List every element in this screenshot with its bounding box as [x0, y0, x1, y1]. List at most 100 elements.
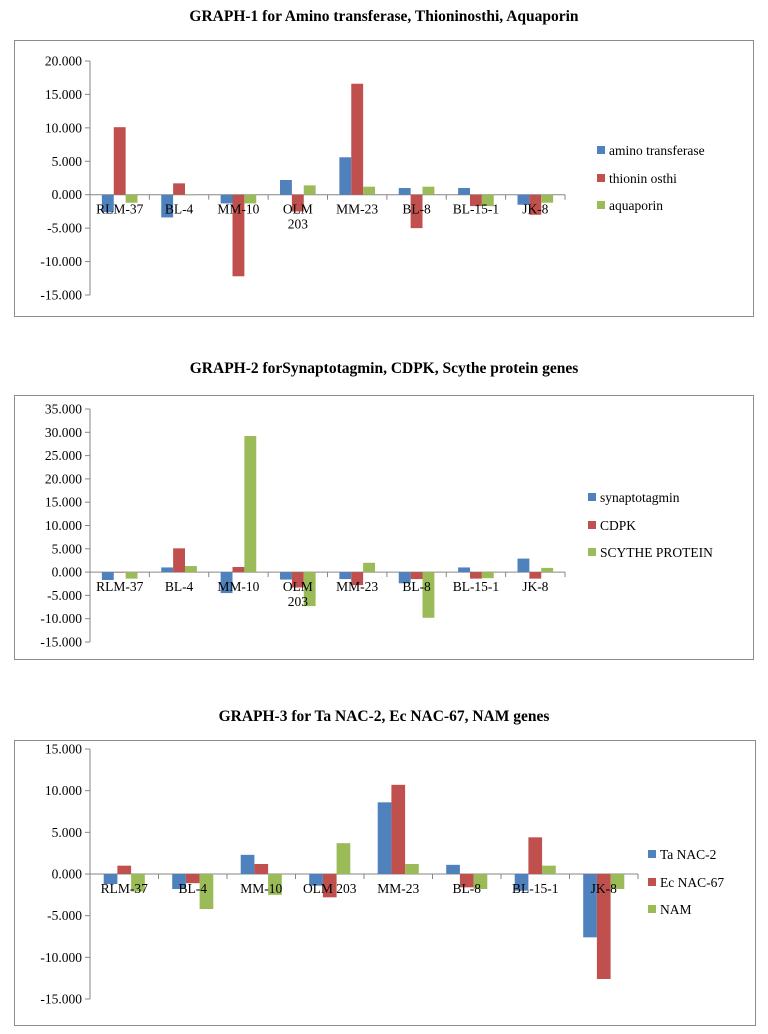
legend-swatch: [588, 548, 596, 556]
bar: [517, 194, 530, 205]
bar: [481, 194, 494, 207]
legend-label: CDPK: [600, 518, 636, 533]
bar: [422, 572, 435, 618]
bar: [398, 188, 411, 195]
bar: [161, 194, 174, 218]
bar: [339, 157, 352, 195]
bar: [220, 572, 233, 594]
x-tick-label: BL-15-1: [453, 579, 500, 594]
bar: [113, 572, 126, 573]
bar: [322, 874, 337, 898]
bar: [610, 874, 625, 889]
y-tick-label: 15.000: [45, 742, 82, 757]
x-tick-label: MM-23: [336, 579, 378, 594]
y-tick-label: 20.000: [45, 54, 82, 69]
chart-2-frame: [14, 395, 754, 660]
bar: [103, 874, 118, 884]
y-tick-label: 20.000: [45, 471, 82, 486]
bar: [583, 874, 597, 938]
legend-label: aquaporin: [609, 198, 663, 213]
bar: [244, 194, 257, 204]
bar: [422, 186, 435, 195]
x-tick-label: MM-23: [336, 202, 378, 217]
y-tick-label: 10.000: [45, 783, 82, 798]
legend-swatch: [597, 174, 605, 182]
x-tick-label: BL-8: [402, 579, 431, 594]
legend-label: Ec NAC-67: [660, 875, 724, 890]
y-tick-label: 5.000: [52, 541, 83, 556]
y-tick-label: 0.000: [52, 867, 83, 882]
y-tick-label: -10.000: [40, 950, 82, 965]
bar: [131, 874, 145, 892]
bar: [596, 874, 611, 979]
bar: [391, 784, 406, 874]
bar: [470, 194, 482, 207]
bar: [529, 194, 542, 215]
x-tick-label: OLM: [283, 202, 313, 217]
legend-swatch: [648, 905, 656, 913]
x-tick-label: MM-10: [217, 579, 259, 594]
y-tick-label: -10.000: [40, 254, 82, 269]
bar: [280, 572, 292, 580]
legend-label: synaptotagmin: [600, 490, 680, 505]
y-tick-label: -5.000: [47, 908, 82, 923]
x-tick-label: MM-10: [240, 881, 282, 896]
y-tick-label: -10.000: [40, 611, 82, 626]
legend-label: thionin osthi: [609, 171, 677, 186]
bar: [363, 562, 375, 573]
x-tick-label: 203: [288, 217, 309, 232]
x-tick-label: OLM: [283, 579, 313, 594]
x-tick-label: OLM 203: [303, 881, 357, 896]
x-tick-label: JK-8: [522, 579, 548, 594]
bar: [185, 194, 197, 196]
y-tick-label: 35.000: [45, 402, 82, 417]
bar: [473, 874, 488, 889]
bar: [309, 874, 323, 886]
chart-3-title: GRAPH-3 for Ta NAC-2, Ec NAC-67, NAM gen…: [218, 708, 550, 725]
y-tick-label: 10.000: [45, 120, 82, 135]
bar: [220, 194, 233, 204]
bar: [517, 558, 530, 573]
legend-label: NAM: [660, 902, 692, 917]
bar: [232, 194, 245, 277]
chart-1-title: GRAPH-1 for Amino transferase, Thioninos…: [189, 8, 579, 25]
bar: [125, 194, 138, 203]
bar: [542, 865, 556, 874]
x-tick-label: BL-8: [402, 202, 431, 217]
y-tick-label: 15.000: [45, 495, 82, 510]
x-tick-label: MM-23: [377, 881, 419, 896]
y-tick-label: -5.000: [47, 588, 82, 603]
bar: [377, 802, 392, 874]
bar: [446, 864, 460, 874]
bar: [398, 572, 411, 584]
bar: [113, 127, 126, 195]
bar: [117, 865, 132, 874]
legend-swatch: [588, 521, 596, 529]
y-tick-label: 0.000: [52, 187, 83, 202]
bar: [185, 874, 200, 884]
bar: [363, 186, 375, 195]
y-tick-label: -5.000: [47, 221, 82, 236]
bar: [410, 572, 423, 580]
x-tick-label: RLM-37: [96, 202, 144, 217]
x-tick-label: JK-8: [591, 881, 617, 896]
x-tick-label: BL-4: [179, 881, 208, 896]
bar: [291, 572, 304, 588]
bar: [125, 572, 138, 579]
y-tick-label: 30.000: [45, 425, 82, 440]
bar: [291, 194, 304, 212]
y-tick-label: 15.000: [45, 87, 82, 102]
bar: [351, 83, 364, 195]
bar: [240, 854, 255, 874]
y-tick-label: 5.000: [52, 825, 83, 840]
bar: [303, 572, 316, 607]
y-tick-label: 10.000: [45, 518, 82, 533]
bar: [173, 183, 185, 195]
legend-label: SCYTHE PROTEIN: [600, 545, 713, 560]
bar: [173, 548, 185, 573]
bar: [280, 180, 292, 195]
legend-label: amino transferase: [609, 143, 705, 158]
